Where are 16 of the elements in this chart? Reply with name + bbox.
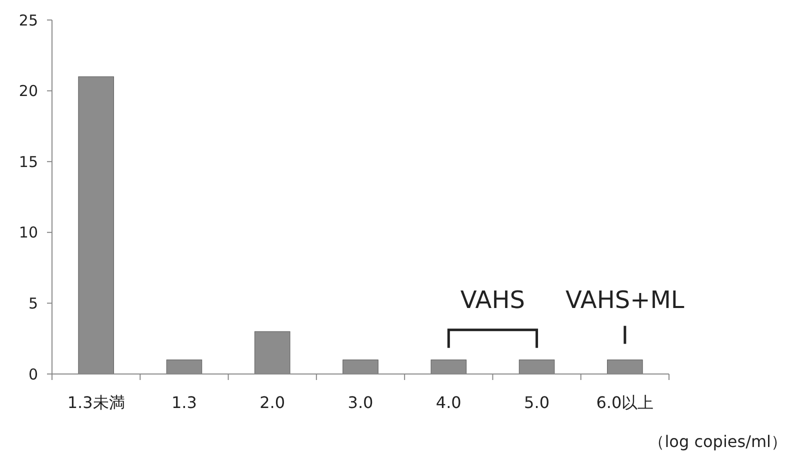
x-tick-label: 5.0 bbox=[524, 393, 550, 412]
annotation: VAHS+ML bbox=[566, 286, 685, 314]
x-tick-label: 2.0 bbox=[260, 393, 286, 412]
y-tick-label: 20 bbox=[18, 82, 38, 100]
x-tick-label: 6.0以上 bbox=[596, 393, 654, 412]
x-tick-label: 4.0 bbox=[436, 393, 462, 412]
x-tick-label: 1.3 bbox=[171, 393, 197, 412]
x-tick-label: 3.0 bbox=[348, 393, 374, 412]
y-tick-label: 10 bbox=[18, 224, 38, 242]
y-tick-label: 0 bbox=[28, 365, 38, 384]
y-tick-label: 15 bbox=[18, 152, 38, 171]
y-tick-label: 25 bbox=[18, 11, 38, 30]
annotation: VAHS bbox=[460, 286, 526, 314]
y-tick-label: 5 bbox=[28, 294, 38, 312]
x-axis-title: （log copies/ml） bbox=[648, 432, 787, 451]
x-tick-label: 1.3未満 bbox=[67, 393, 125, 412]
